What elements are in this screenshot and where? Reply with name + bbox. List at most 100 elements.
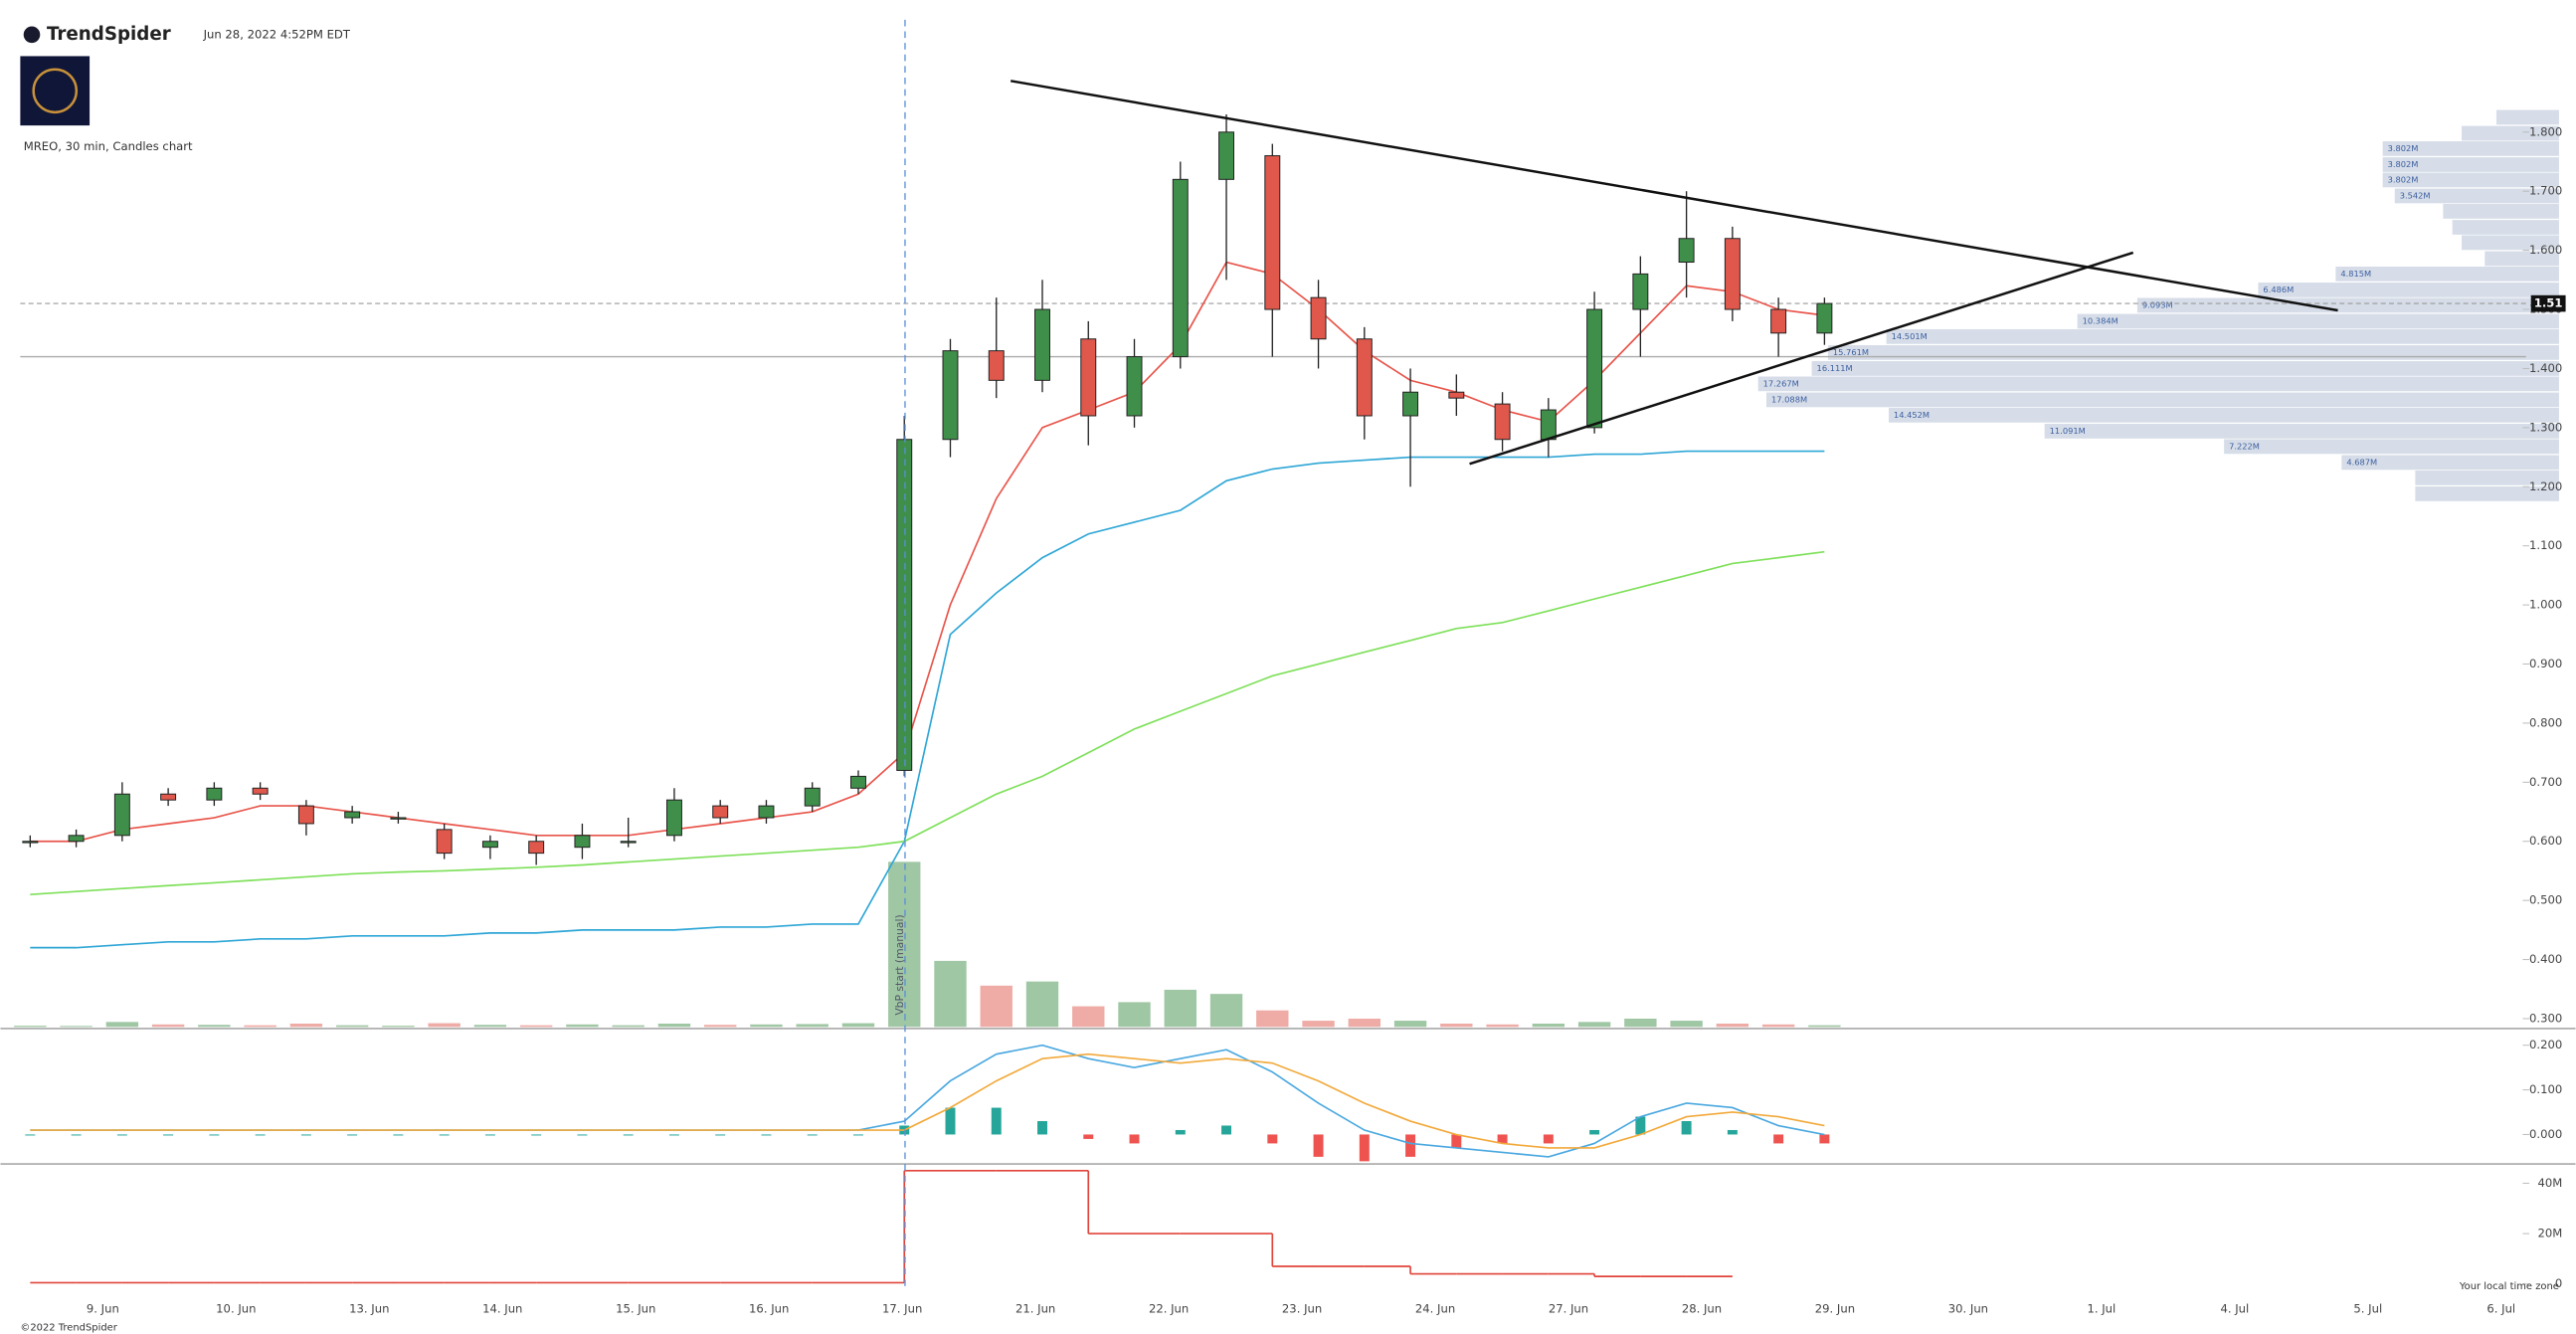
y-tick-label: 1.300	[2529, 420, 2562, 434]
profile-bar	[2382, 172, 2559, 188]
histogram-bar	[1129, 1134, 1140, 1144]
histogram-bar	[945, 1107, 956, 1135]
volume-bar	[1072, 1006, 1105, 1028]
histogram-bar	[761, 1134, 772, 1136]
candle-body	[1034, 308, 1050, 381]
x-tick-label: 14. Jun	[482, 1302, 522, 1316]
candle-body	[1540, 409, 1557, 441]
volume-bar	[612, 1025, 644, 1028]
x-tick-label: 4. Jul	[2220, 1302, 2249, 1316]
candle-body	[850, 775, 866, 789]
vbp-note: VbP start (manual)	[893, 914, 906, 1015]
y-tick-label: 0.600	[2529, 834, 2562, 848]
volume-bar	[1348, 1019, 1381, 1028]
histogram-bar	[25, 1134, 36, 1136]
candle-body	[1724, 238, 1741, 310]
y-tick-label: 0	[2555, 1276, 2562, 1290]
volume-bar	[566, 1024, 599, 1028]
profile-bar	[2461, 235, 2559, 251]
volume-bar	[980, 985, 1012, 1028]
histogram-bar	[1267, 1134, 1278, 1144]
candle-body	[1448, 391, 1465, 399]
y-tick-label: 1.700	[2529, 184, 2562, 198]
x-tick-label: 30. Jun	[1948, 1302, 1988, 1316]
y-tick-label: 40M	[2537, 1176, 2562, 1190]
volume-bar	[1440, 1023, 1473, 1028]
histogram-bar	[255, 1134, 266, 1136]
volume-profile: 3.802M 3.802M 3.802M 3.542M 4.815M 6.486M 9.09…	[1757, 109, 2559, 501]
histogram-bar	[439, 1134, 450, 1136]
trendline	[1469, 251, 2134, 466]
volume-bar	[1808, 1025, 1841, 1028]
x-tick-label: 27. Jun	[1549, 1302, 1588, 1316]
profile-label: 3.802M	[2388, 143, 2419, 153]
volume-bar	[105, 1022, 139, 1028]
profile-label: 11.091M	[2050, 426, 2086, 436]
histogram-bar	[484, 1134, 495, 1136]
volume-bar	[1118, 1002, 1151, 1028]
x-tick-label: 16. Jun	[749, 1302, 789, 1316]
volume-bar	[1025, 981, 1059, 1028]
footer: ©2022 TrendSpider	[20, 1322, 117, 1333]
x-tick-label: 13. Jun	[349, 1302, 389, 1316]
histogram-bar	[1083, 1134, 1094, 1139]
profile-bar	[2044, 424, 2559, 439]
y-tick-label: 0.200	[2529, 1038, 2562, 1051]
candle-body	[68, 835, 85, 843]
candle-body	[481, 841, 498, 849]
histogram-bar	[1727, 1129, 1738, 1135]
y-tick-label: 1.100	[2529, 538, 2562, 552]
histogram-bar	[1451, 1134, 1462, 1148]
candle-body	[1494, 403, 1511, 441]
x-tick-label: 9. Jun	[87, 1302, 119, 1316]
x-tick-label: 1. Jul	[2087, 1302, 2116, 1316]
candle-body	[988, 350, 1005, 381]
profile-bar	[2484, 251, 2559, 267]
profile-label: 17.267M	[1763, 378, 1799, 388]
moving-average	[30, 450, 1825, 949]
histogram-bar	[1819, 1134, 1830, 1144]
histogram-bar	[1543, 1134, 1554, 1144]
candle-body	[1080, 338, 1097, 417]
histogram-bar	[807, 1134, 818, 1136]
profile-bar	[1886, 328, 2559, 344]
candle-body	[1770, 308, 1787, 334]
profile-label: 4.687M	[2346, 457, 2377, 467]
histogram-bar	[853, 1134, 863, 1136]
candle-body	[620, 841, 637, 844]
candle-body	[1126, 356, 1143, 417]
y-tick-label: 0.000	[2529, 1127, 2562, 1141]
candle-body	[1264, 155, 1281, 310]
y-tick-label: 1.600	[2529, 243, 2562, 257]
candle-body	[665, 799, 682, 837]
volume-bar	[657, 1023, 691, 1028]
volume-bar	[841, 1023, 875, 1028]
profile-label: 3.802M	[2388, 174, 2419, 184]
signal-line	[30, 1052, 1825, 1149]
logo-icon	[23, 26, 41, 44]
candle-body	[1402, 391, 1419, 417]
candle-body	[712, 805, 729, 819]
profile-bar	[1757, 376, 2559, 392]
histogram-bar	[1497, 1134, 1508, 1144]
x-tick-label: 17. Jun	[882, 1302, 922, 1316]
profile-label: 15.761M	[1833, 347, 1869, 357]
profile-label: 3.542M	[2400, 190, 2431, 200]
volume-bar	[1209, 994, 1243, 1028]
profile-bar	[2382, 141, 2559, 156]
volume-bar	[1670, 1021, 1703, 1028]
candle-body	[436, 829, 453, 855]
histogram-bar	[71, 1134, 82, 1136]
histogram-bar	[347, 1134, 358, 1136]
histogram-bar	[393, 1134, 404, 1136]
y-tick-label: 1.400	[2529, 361, 2562, 375]
profile-bar	[1811, 361, 2559, 376]
histogram-bar	[1635, 1116, 1646, 1135]
histogram-bar	[1175, 1129, 1186, 1135]
y-tick-label: 0.300	[2529, 1011, 2562, 1025]
candle-body	[22, 841, 39, 844]
histogram-bar	[1589, 1129, 1600, 1135]
candle-body	[574, 835, 591, 849]
